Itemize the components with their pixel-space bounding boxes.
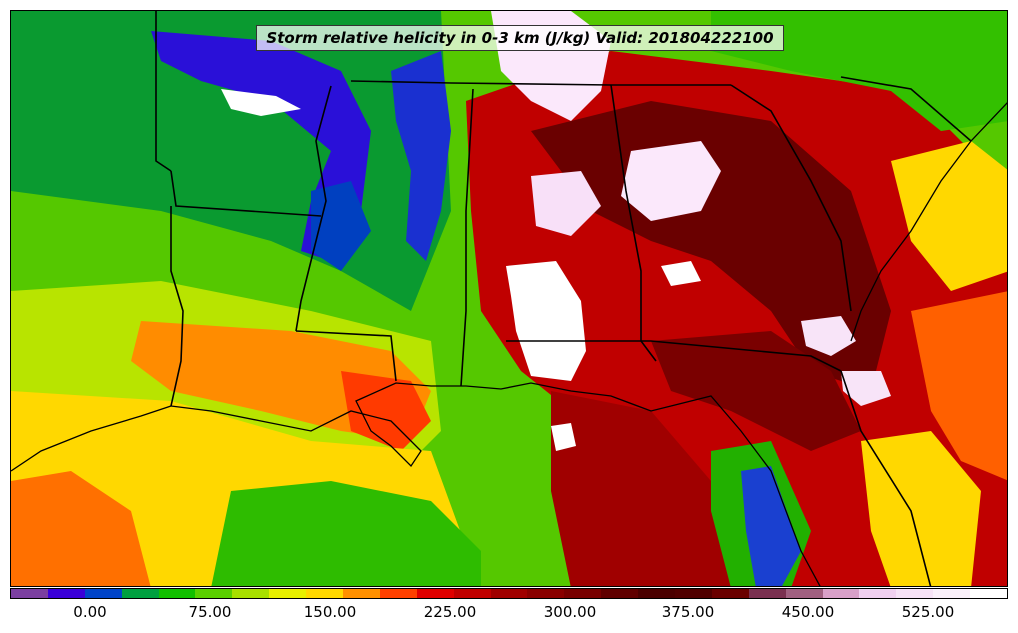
maroon-core-2 [651, 331, 861, 451]
colorbar-swatch [933, 589, 971, 598]
coastline-louisiana [170, 382, 466, 468]
orange-east [911, 291, 1007, 481]
colorbar-swatch [896, 589, 934, 598]
border-al-fl [506, 340, 842, 372]
border-ms-al [460, 88, 474, 387]
white-patch-west [531, 171, 601, 236]
coastline [11, 102, 1007, 586]
border-la-ms-south [295, 330, 397, 382]
colorbar-swatch [785, 589, 823, 598]
colorbar-swatch [675, 589, 712, 598]
colorbar-swatch [527, 589, 565, 598]
colorbar-swatch [11, 589, 48, 598]
east-green-ne [711, 11, 1007, 131]
gulf-green [211, 481, 481, 586]
colorbar [10, 588, 1008, 599]
colorbar-swatch [970, 589, 1008, 598]
colorbar-swatch [453, 589, 491, 598]
colorbar-swatch [601, 589, 639, 598]
colorbar-swatch [195, 589, 233, 598]
colorbar-swatch [47, 589, 85, 598]
colorbar-swatch [490, 589, 528, 598]
colorbar-swatch [121, 589, 159, 598]
dark-red-band-south [551, 391, 731, 586]
colorbar-tick-label: 0.00 [73, 603, 107, 621]
colorbar-swatch [84, 589, 122, 598]
colorbar-swatch [822, 589, 860, 598]
colorbar-tick-label: 375.00 [661, 603, 715, 621]
border-al-ga [610, 84, 657, 362]
colorbar-swatch [564, 589, 602, 598]
coastline-ms-al [465, 382, 672, 412]
colorbar-labels: 0.00 75.00 150.00 225.00 300.00 375.00 450.00 5… [0, 603, 1018, 625]
white-patch-se [841, 371, 891, 406]
colorbar-swatch [748, 589, 786, 598]
maroon-core [531, 101, 891, 391]
border-nc-sc [840, 76, 972, 142]
border-la-west [170, 206, 184, 407]
border-ms-river [295, 85, 332, 332]
colorbar-tick-label: 300.00 [543, 603, 597, 621]
colorbar-swatch [379, 589, 417, 598]
white-patch-east [801, 316, 856, 356]
colorbar-tick-label: 525.00 [901, 603, 955, 621]
border-fl-ga-east [840, 370, 932, 586]
colorbar-tick-label: 225.00 [423, 603, 477, 621]
colorbar-swatch [306, 589, 344, 598]
colorbar-swatch [638, 589, 676, 598]
colorbar-swatch [269, 589, 307, 598]
white-patch-small-2 [661, 261, 701, 286]
colorbar-swatch [232, 589, 270, 598]
border-ok-tx [155, 11, 172, 172]
colorbar-swatch [711, 589, 749, 598]
border-ar-north [350, 80, 731, 86]
coastline-fl-panhandle [670, 395, 821, 586]
white-patch-center [621, 141, 721, 221]
white-patch-alabama [506, 261, 586, 381]
border-ga-sc [730, 84, 852, 312]
state-borders [155, 11, 972, 586]
white-patch-arkansas [221, 89, 301, 116]
colorbar-tick-label: 75.00 [188, 603, 232, 621]
coastline-texas [11, 405, 172, 472]
blue-band-center [391, 51, 451, 261]
east-yellow-ne [891, 141, 1007, 291]
map-title: Storm relative helicity in 0-3 km (J/kg)… [256, 25, 784, 51]
colorbar-tick-label: 150.00 [303, 603, 357, 621]
colorbar-swatch [859, 589, 897, 598]
colorbar-swatch [416, 589, 454, 598]
red-patch-delta [341, 371, 431, 451]
map-panel: Storm relative helicity in 0-3 km (J/kg)… [10, 10, 1008, 587]
colorbar-swatch [343, 589, 380, 598]
helicity-map [11, 11, 1007, 586]
border-ar-la [170, 170, 322, 217]
white-patch-small-1 [551, 423, 576, 451]
florida-yellow [861, 431, 981, 586]
colorbar-swatch [158, 589, 196, 598]
coastline-atlantic [850, 102, 1007, 342]
gulf-orange-sw [11, 471, 151, 586]
colorbar-tick-label: 450.00 [781, 603, 835, 621]
florida-blue-strip [741, 466, 801, 586]
